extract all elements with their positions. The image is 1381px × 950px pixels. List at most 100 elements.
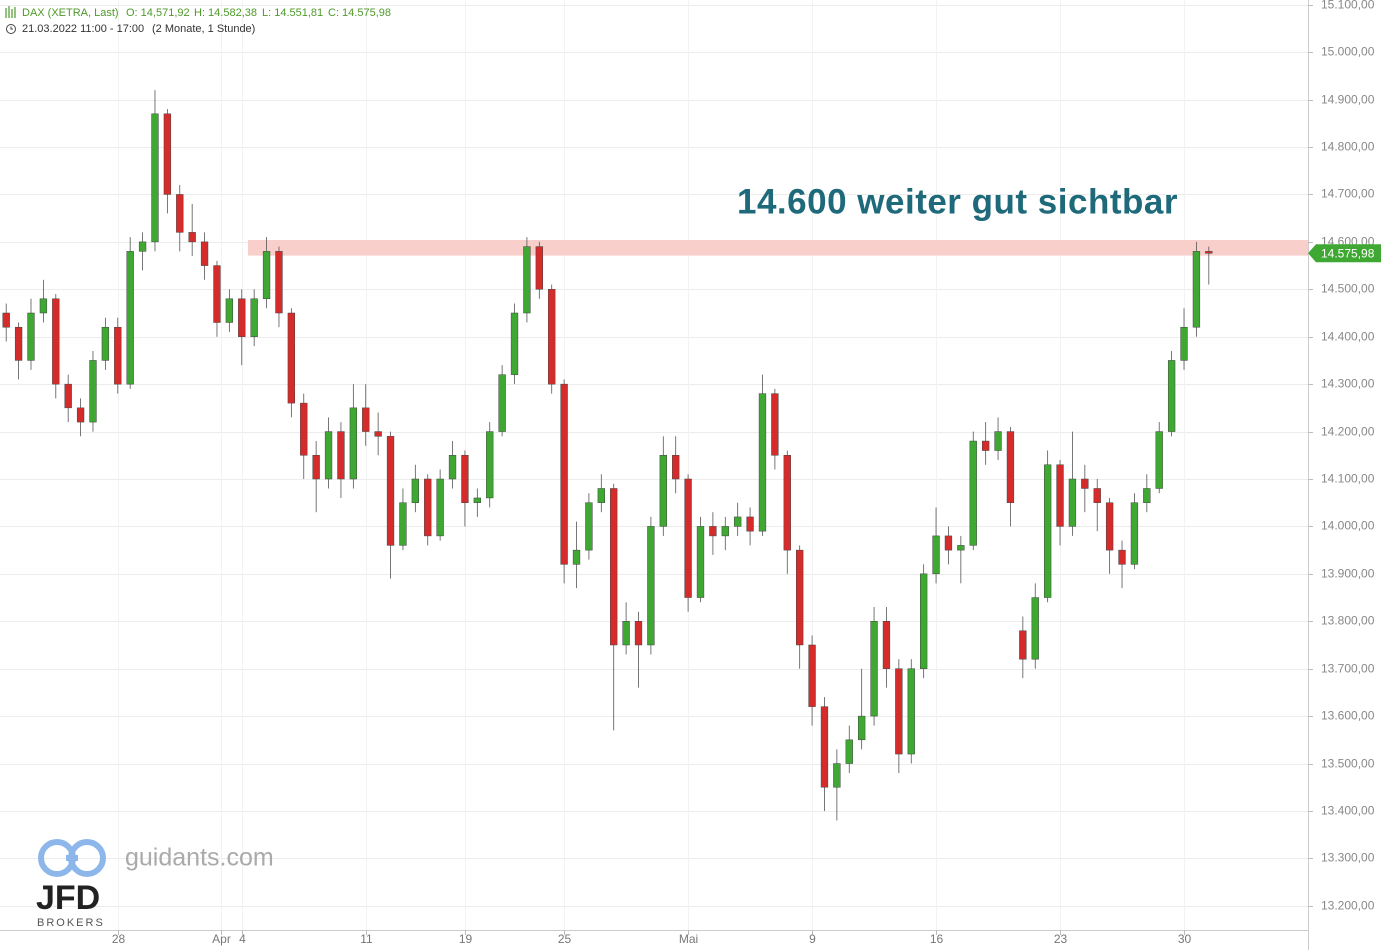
candle-body	[126, 251, 134, 385]
candle-body	[101, 326, 110, 361]
candle-body	[411, 478, 419, 503]
y-tick-label: 14.100,00	[1321, 472, 1375, 486]
x-tick-label: Apr	[212, 932, 231, 946]
candle-body	[436, 478, 444, 537]
y-tick-label: 15.000,00	[1321, 45, 1375, 59]
candle-body	[176, 194, 184, 233]
candle-body	[151, 113, 159, 243]
candle-body	[796, 549, 804, 646]
candle-body	[907, 668, 915, 755]
y-tick-label: 13.700,00	[1321, 662, 1375, 676]
candle-body	[932, 535, 940, 575]
clock-icon	[6, 24, 16, 34]
chart-icon	[5, 6, 16, 18]
candle-body	[163, 113, 172, 195]
y-tick-label: 13.300,00	[1321, 851, 1375, 865]
x-tick-label: 23	[1054, 932, 1068, 946]
candle-body	[919, 573, 928, 669]
candle-body	[709, 526, 717, 537]
candle-body	[1118, 549, 1126, 565]
candle-body	[138, 241, 147, 252]
candle-body	[64, 383, 72, 409]
candle-body	[1180, 326, 1188, 361]
candle-body	[510, 312, 519, 375]
candle-body	[560, 383, 568, 565]
axes: 13.200,00 13.300,00 13.400,00 13.500,00 13.6…	[112, 0, 1381, 946]
y-tick-label: 14.700,00	[1321, 187, 1375, 201]
x-tick-label: 28	[112, 932, 126, 946]
y-tick-label: 13.900,00	[1321, 567, 1375, 581]
candle-body	[870, 621, 878, 717]
candles	[2, 90, 1213, 821]
annotation: 14.600 weiter gut sichtbar	[737, 182, 1178, 221]
candle-body	[1081, 478, 1089, 489]
candle-body	[944, 535, 953, 551]
candle-body	[858, 715, 866, 741]
candle-body	[349, 407, 358, 480]
candle-body	[362, 407, 370, 432]
y-tick-label: 14.900,00	[1321, 93, 1375, 107]
y-tick-label: 14.800,00	[1321, 140, 1375, 154]
range: (2 Monate, 1 Stunde)	[152, 23, 255, 35]
header: DAX (XETRA, Last) O: 14,571,92 H: 14.582…	[5, 6, 391, 35]
candle-body	[52, 298, 60, 385]
x-tick-label: 9	[809, 932, 816, 946]
y-tick-label: 14.300,00	[1321, 377, 1375, 391]
x-tick-label: 4	[239, 932, 246, 946]
clock-hand	[10, 26, 13, 30]
candle-body	[672, 455, 680, 480]
candle-body	[659, 455, 667, 527]
candle-body	[448, 455, 457, 480]
y-tick-label: 14.000,00	[1321, 519, 1375, 533]
x-tick-label: 16	[930, 932, 944, 946]
low: L: 14.551,81	[262, 7, 323, 19]
candle-body	[523, 246, 531, 314]
site: guidants.com	[125, 844, 274, 872]
candle-body	[845, 739, 853, 764]
candle-body	[213, 265, 221, 323]
candle-body	[771, 393, 779, 456]
candle-body	[895, 668, 903, 755]
candle-body	[238, 298, 246, 337]
candle-body	[734, 516, 742, 527]
candle-body	[399, 502, 407, 546]
x-tick-label: 30	[1178, 932, 1192, 946]
candle-body	[89, 360, 97, 423]
x-tick-label: 19	[459, 932, 473, 946]
logo-bar	[66, 855, 78, 861]
candle-body	[27, 312, 35, 361]
candle-body	[287, 312, 296, 404]
candle-body	[994, 431, 1002, 451]
x-tick-label: 25	[558, 932, 572, 946]
candle-body	[1031, 597, 1039, 660]
candle-body	[696, 526, 705, 598]
candle-body	[783, 455, 791, 551]
candle-body	[1093, 488, 1101, 503]
candle-body	[1130, 502, 1139, 565]
candle-body	[969, 440, 977, 546]
candle-body	[882, 621, 891, 669]
candle-body	[1006, 431, 1015, 503]
y-tick-label: 14.500,00	[1321, 282, 1375, 296]
candle-body	[572, 549, 581, 565]
candle-body	[535, 246, 543, 290]
candle-body	[2, 312, 10, 328]
candle-body	[746, 516, 754, 532]
candle-body	[188, 232, 196, 243]
candle-body	[548, 289, 556, 385]
zone-layer	[247, 239, 1309, 256]
resistance-zone	[247, 239, 1309, 256]
candle-body	[39, 298, 48, 314]
candle-body	[1068, 478, 1077, 527]
candle-body	[114, 326, 122, 385]
y-tick-label: 14.200,00	[1321, 425, 1375, 439]
y-tick-label: 13.600,00	[1321, 709, 1375, 723]
candle-body	[634, 621, 643, 646]
x-tick-label: Mai	[679, 932, 698, 946]
candle-body	[585, 502, 593, 551]
y-tick-label: 13.500,00	[1321, 757, 1375, 771]
candle-body	[225, 298, 234, 323]
candle-body	[250, 298, 258, 337]
x-tick-label: 11	[360, 932, 373, 946]
candle-body	[473, 497, 481, 503]
